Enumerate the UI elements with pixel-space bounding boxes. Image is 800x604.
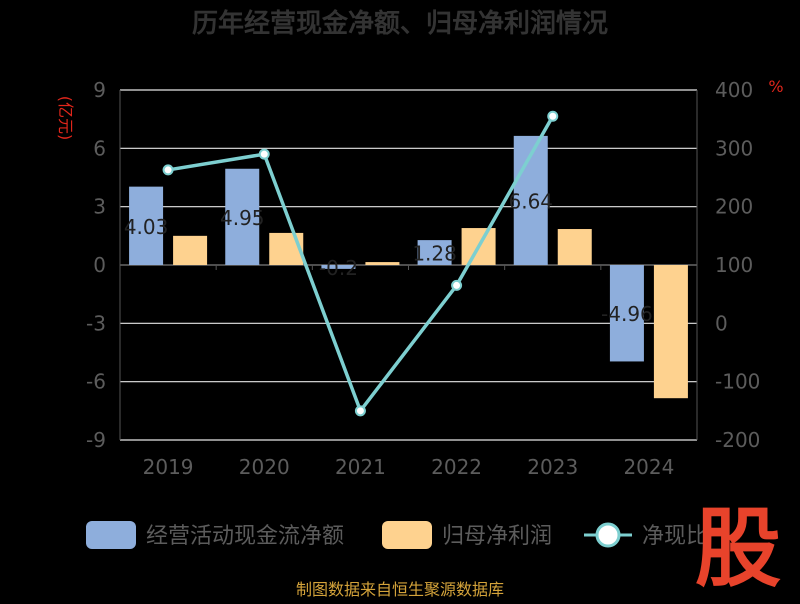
bar-data-label: -4.96 [601,302,653,326]
ratio-point [451,279,463,291]
legend-label-netprofit: 归母净利润 [442,524,552,549]
bar-cashflow [321,265,356,269]
left-axis-tick-label: -6 [86,370,106,394]
right-axis-tick-label: -200 [715,428,760,452]
x-axis-tick-label: 2020 [239,455,290,479]
left-axis-tick-label: -3 [86,311,106,335]
bar-data-label: 6.64 [508,189,553,213]
chart-title: 历年经营现金净额、归母净利润情况 [192,8,608,39]
left-axis-unit: (亿元) [56,96,75,141]
legend-item-netprofit[interactable]: 归母净利润 [382,521,552,549]
legend: 经营活动现金流净额 归母净利润 净现比 [86,521,708,549]
legend-marker-ratio [595,522,621,548]
left-axis-tick-label: -9 [86,428,106,452]
line-series [162,110,559,417]
bar-cashflow [417,240,452,265]
bar-data-label: -0.2 [319,256,358,280]
ratio-point [258,148,270,160]
x-axis-tick-label: 2019 [143,455,194,479]
bar-cashflow [129,186,164,265]
ratio-point [547,110,559,122]
ratio-point [354,405,366,417]
right-axis-tick-label: -100 [715,370,760,394]
left-axis-tick-label: 3 [93,195,106,219]
legend-swatch-cashflow [86,521,136,549]
bar-cashflow [609,265,644,362]
bar-data-label: 4.95 [220,206,265,230]
data-labels: 4.03 4.95 -0.2 1.28 6.64 -4.96 [124,189,653,326]
bar-netprofit [365,262,400,265]
x-axis-tick-label: 2023 [527,455,578,479]
left-axis-tick-label: 0 [93,253,106,277]
left-axis-tick-label: 6 [93,136,106,160]
bar-data-label: 1.28 [412,242,457,266]
right-axis-tick-label: 200 [715,195,753,219]
axes: 9 6 3 0 -3 -6 -9 400 300 200 100 0 -100 -200 2019 2020 2… [86,78,760,479]
watermark-logo: 股 [695,499,781,599]
x-axis-tick-label: 2022 [431,455,482,479]
right-axis-tick-label: 100 [715,253,753,277]
bar-data-label: 4.03 [124,215,169,239]
legend-item-cashflow[interactable]: 经营活动现金流净额 [86,521,344,549]
legend-item-ratio[interactable]: 净现比 [584,522,708,549]
legend-label-cashflow: 经营活动现金流净额 [146,524,344,549]
bar-cashflow [225,168,260,265]
right-axis-tick-label: 300 [715,136,753,160]
x-axis-tick-label: 2024 [623,455,674,479]
right-axis-tick-label: 0 [715,311,728,335]
left-axis-tick-label: 9 [93,78,106,102]
legend-label-ratio: 净现比 [642,524,708,549]
legend-swatch-netprofit [382,521,432,549]
ratio-point [162,164,174,176]
right-axis-tick-label: 400 [715,78,753,102]
x-axis-tick-label: 2021 [335,455,386,479]
bar-netprofit [557,229,592,265]
bar-netprofit [173,235,208,265]
bar-netprofit [653,265,688,399]
right-axis-unit: % [768,77,783,96]
source-note: 制图数据来自恒生聚源数据库 [296,580,504,599]
